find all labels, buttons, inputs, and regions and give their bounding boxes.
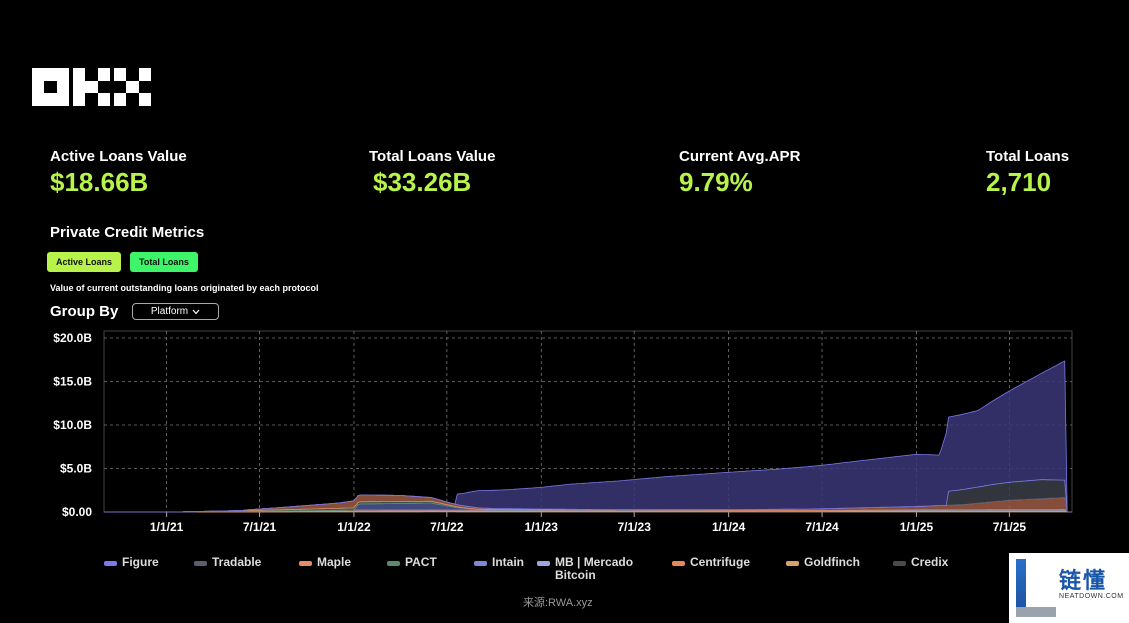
metric-value: 9.79% [679, 167, 753, 197]
x-tick-label: 1/1/22 [337, 520, 371, 534]
legend-label: Intain [492, 555, 524, 569]
legend-swatch [672, 561, 685, 566]
logo-letter-x [114, 68, 151, 106]
legend-label: Goldfinch [804, 555, 860, 569]
metric-label: Total Loans Value [369, 148, 496, 165]
y-tick-label: $10.0B [53, 418, 92, 432]
loan-tabs: Active Loans Total Loans [47, 252, 198, 272]
group-by-label: Group By [50, 303, 119, 320]
x-tick-label: 7/1/24 [805, 520, 839, 534]
x-tick-label: 7/1/21 [243, 520, 277, 534]
y-tick-label: $20.0B [53, 331, 92, 345]
watermark-logo-bar [1016, 559, 1026, 617]
legend-item[interactable]: MB | Mercado Bitcoin [537, 556, 672, 582]
legend-item[interactable]: Intain [474, 556, 537, 582]
legend-label: Tradable [212, 555, 262, 569]
chart-description: Value of current outstanding loans origi… [50, 283, 319, 293]
source-note: 来源:RWA.xyz [523, 597, 593, 609]
metric-active-loans-value: Active Loans Value $18.66B [50, 148, 187, 198]
tab-active-loans[interactable]: Active Loans [47, 252, 122, 272]
legend-label: Credix [911, 555, 949, 569]
metric-label: Active Loans Value [50, 148, 187, 165]
x-tick-label: 1/1/25 [900, 520, 934, 534]
private-credit-area-chart: $0.00 $5.0B $10.0B $15.0B $20.0B 1/1/21 7/1/21… [53, 330, 1073, 534]
section-title: Private Credit Metrics [50, 224, 205, 241]
watermark-en-text: NEATDOWN.COM [1059, 593, 1124, 600]
logo-letter-k [73, 68, 110, 106]
legend-label: PACT [405, 555, 437, 569]
chart-legend: Figure Tradable Maple PACT Intain MB | Mercad… [104, 556, 973, 582]
y-tick-label: $15.0B [53, 375, 92, 389]
x-tick-label: 7/1/23 [618, 520, 652, 534]
okx-logo [32, 68, 151, 106]
x-tick-label: 7/1/22 [430, 520, 464, 534]
x-tick-label: 7/1/25 [993, 520, 1027, 534]
legend-swatch [194, 561, 207, 566]
legend-item[interactable]: PACT [387, 556, 474, 582]
metric-total-loans: Total Loans 2,710 [986, 148, 1069, 198]
metric-value: $18.66B [50, 167, 149, 197]
legend-label: Figure [122, 555, 159, 569]
x-tick-label: 1/1/21 [150, 520, 184, 534]
group-by-selected: Platform [150, 306, 189, 317]
watermark-logo-base [1016, 607, 1056, 617]
legend-swatch [104, 561, 117, 566]
legend-swatch [299, 561, 312, 566]
neatdown-watermark: 链懂 NEATDOWN.COM [1009, 553, 1129, 623]
legend-label: Maple [317, 555, 352, 569]
metric-label: Total Loans [986, 148, 1070, 165]
chevron-down-icon [192, 309, 200, 314]
legend-swatch [537, 561, 550, 566]
metric-value: 2,710 [986, 167, 1052, 197]
y-tick-label: $0.00 [62, 505, 92, 519]
y-tick-label: $5.0B [60, 462, 92, 476]
tab-total-loans[interactable]: Total Loans [130, 252, 198, 272]
logo-letter-o [32, 68, 69, 106]
legend-item[interactable]: Maple [299, 556, 387, 582]
metric-total-loans-value: Total Loans Value $33.26B [369, 148, 495, 198]
legend-label: MB | Mercado Bitcoin [555, 555, 634, 582]
legend-swatch [893, 561, 906, 566]
legend-item[interactable]: Goldfinch [786, 556, 893, 582]
x-tick-label: 1/1/23 [525, 520, 559, 534]
metric-current-avg-apr: Current Avg.APR 9.79% [679, 148, 800, 198]
legend-item[interactable]: Tradable [194, 556, 299, 582]
legend-swatch [474, 561, 487, 566]
legend-item[interactable]: Centrifuge [672, 556, 786, 582]
watermark-cn-text: 链懂 [1059, 568, 1108, 593]
metric-value: $33.26B [373, 167, 472, 197]
legend-item[interactable]: Credix [893, 556, 973, 582]
series-area-figure [104, 360, 1072, 513]
legend-swatch [387, 561, 400, 566]
group-by-select[interactable]: Platform [132, 303, 219, 320]
legend-item[interactable]: Figure [104, 556, 194, 582]
legend-label: Centrifuge [690, 555, 750, 569]
legend-swatch [786, 561, 799, 566]
x-tick-label: 1/1/24 [712, 520, 746, 534]
metric-label: Current Avg.APR [679, 148, 801, 165]
